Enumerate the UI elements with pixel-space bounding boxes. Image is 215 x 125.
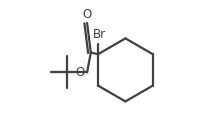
Text: Br: Br xyxy=(93,28,106,41)
Text: O: O xyxy=(83,8,92,21)
Text: O: O xyxy=(76,66,85,79)
